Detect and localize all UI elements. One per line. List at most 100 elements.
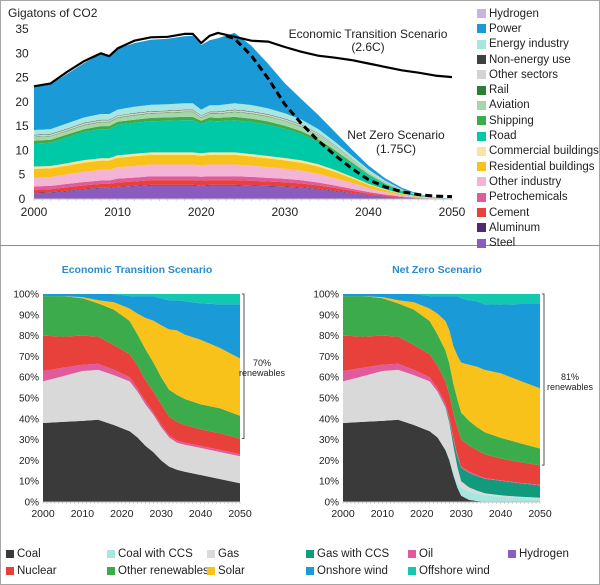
- legend-item-aluminum: Aluminum: [477, 220, 597, 235]
- legend-swatch: [477, 208, 486, 217]
- legend-label: Aviation: [489, 99, 530, 112]
- y-tick-label: 20: [15, 95, 29, 109]
- y-tick-label: 90%: [19, 310, 39, 321]
- legend-item-non-energy-use: Non-energy use: [477, 52, 597, 67]
- x-tick-label: 2040: [355, 205, 382, 219]
- legend-label: Residential buildings: [489, 160, 595, 173]
- y-tick-label: 10%: [319, 477, 339, 488]
- y-tick-label: 25: [15, 71, 29, 85]
- y-tick-label: 30: [15, 46, 29, 60]
- area-residential-buildings: [34, 154, 452, 199]
- legend-item-hydrogen: Hydrogen: [508, 548, 569, 560]
- top-emissions-chart: Gigatons of CO2 0 5 10 15 20 25 30 35 2000 2010 2…: [8, 6, 466, 219]
- legend-label: Coal: [17, 548, 41, 560]
- legend-item-road: Road: [477, 128, 597, 143]
- x-tick-label: 2000: [21, 205, 48, 219]
- legend-swatch: [477, 55, 486, 65]
- y-tick-label: 80%: [19, 331, 39, 342]
- y-tick-label: 60%: [319, 373, 339, 384]
- y-tick-label: 15: [15, 119, 29, 133]
- renewables-annotation-nz-pct: 81%: [561, 372, 579, 382]
- legend-label: Hydrogen: [519, 548, 569, 560]
- y-tick-label: 50%: [19, 394, 39, 405]
- y-tick-label: 80%: [319, 331, 339, 342]
- chart-title-net-zero: Net Zero Scenario: [392, 264, 482, 276]
- area-offshore-wind: [43, 294, 240, 305]
- legend-item-coal: Coal: [6, 548, 41, 560]
- legend-item-hydrogen: Hydrogen: [477, 6, 597, 21]
- area-power: [34, 32, 452, 200]
- legend-label: Aluminum: [489, 221, 541, 234]
- legend-item-petrochemicals: Petrochemicals: [477, 190, 597, 205]
- area-other-industry: [34, 164, 452, 199]
- chart-title-economic-transition: Economic Transition Scenario: [62, 264, 213, 276]
- area-nuclear: [343, 335, 540, 485]
- x-tick-label: 2050: [528, 508, 552, 520]
- legend-label: Coal with CCS: [118, 548, 193, 560]
- legend-label: Shipping: [489, 114, 534, 127]
- y-tick-label: 0%: [25, 498, 40, 509]
- y-tick-label: 40%: [319, 414, 339, 425]
- legend-label: Power: [489, 22, 522, 35]
- legend-item-coal-with-ccs: Coal with CCS: [107, 548, 193, 560]
- legend-label: Commercial buildings: [489, 145, 599, 158]
- y-tick-label: 0%: [325, 498, 340, 509]
- legend-swatch: [477, 24, 486, 34]
- area-solar: [43, 296, 240, 416]
- legend-item-other-renewables: Other renewables: [107, 565, 209, 577]
- y-tick-label: 35: [15, 22, 29, 36]
- y-axis-label: Gigatons of CO2: [8, 6, 98, 20]
- y-tick-label: 20%: [19, 456, 39, 467]
- area-road: [34, 120, 452, 199]
- legend-swatch: [207, 550, 215, 558]
- area-gas: [43, 369, 240, 484]
- legend-swatch: [306, 550, 314, 558]
- legend-item-other-sectors: Other sectors: [477, 67, 597, 82]
- legend-swatch: [477, 162, 486, 172]
- legend-item-steel: Steel: [477, 235, 597, 250]
- area-gas-with-ccs: [343, 369, 540, 498]
- renewables-annotation-et-pct: 70%: [253, 358, 271, 368]
- legend-item-onshore-wind: Onshore wind: [306, 565, 388, 577]
- x-tick-label: 2050: [439, 205, 466, 219]
- y-tick-label: 70%: [319, 352, 339, 363]
- legend-item-nuclear: Nuclear: [6, 565, 57, 577]
- legend-swatch: [477, 146, 486, 156]
- legend-label: Oil: [419, 548, 434, 560]
- top-legend: Hydrogen Power Energy industry Non-energy u…: [477, 6, 599, 251]
- x-tick-label: 2020: [410, 508, 434, 520]
- area-onshore-wind: [43, 294, 240, 359]
- legend-swatch: [508, 550, 516, 558]
- legend-item-gas-with-ccs: Gas with CCS: [306, 548, 389, 560]
- legend-swatch: [477, 223, 486, 233]
- legend-label: Rail: [489, 84, 509, 97]
- legend-swatch: [107, 567, 115, 575]
- legend-label: Cement: [489, 206, 530, 219]
- area-oil: [43, 363, 240, 457]
- area-onshore-wind: [343, 294, 540, 389]
- legend-swatch: [306, 567, 314, 575]
- legend-item-power: Power: [477, 21, 597, 36]
- y-tick-label: 50%: [319, 394, 339, 405]
- renewables-bracket: [242, 293, 245, 440]
- line-economic-transition-scenario-2-6c: [33, 31, 453, 88]
- legend-item-oil: Oil: [408, 548, 433, 560]
- y-tick-label: 30%: [319, 435, 339, 446]
- area-nuclear: [43, 335, 240, 455]
- x-tick-label: 2000: [31, 508, 55, 520]
- legend-swatch: [6, 550, 14, 558]
- legend-item-gas: Gas: [207, 548, 239, 560]
- legend-item-shipping: Shipping: [477, 113, 597, 128]
- legend-label: Energy industry: [489, 38, 569, 51]
- legend-item-cement: Cement: [477, 205, 597, 220]
- y-tick-label: 0: [19, 192, 26, 206]
- area-cement: [34, 180, 452, 199]
- legend-swatch: [477, 85, 486, 95]
- x-tick-label: 2050: [228, 508, 252, 520]
- x-tick-label: 2030: [150, 508, 174, 520]
- x-tick-label: 2020: [188, 205, 215, 219]
- legend-swatch: [477, 70, 486, 80]
- y-tick-label: 70%: [19, 352, 39, 363]
- legend-item-aviation: Aviation: [477, 98, 597, 113]
- legend-swatch: [6, 567, 14, 575]
